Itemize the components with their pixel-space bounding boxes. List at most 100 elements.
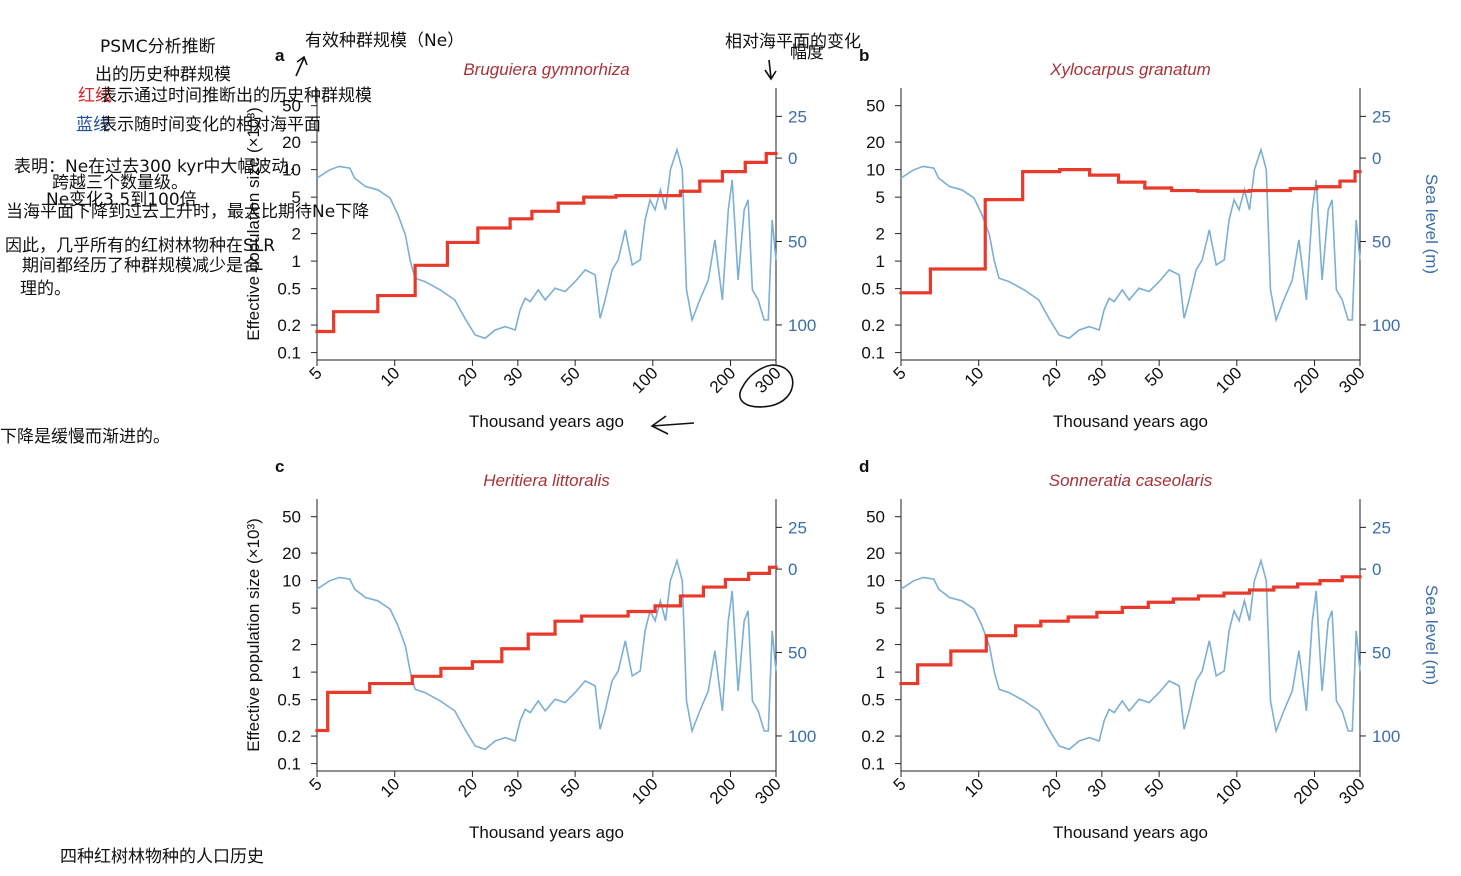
y-tick-label: 20 (282, 133, 301, 152)
x-tick-label: 50 (1141, 774, 1168, 801)
x-axis-label: Thousand years ago (469, 823, 624, 842)
y2-tick-label: 0 (1372, 149, 1381, 168)
x-tick-label: 300 (751, 774, 784, 807)
x-axis-label: Thousand years ago (1053, 823, 1208, 842)
y-tick-label: 2 (292, 225, 301, 244)
x-tick-label: 100 (628, 774, 661, 807)
y-tick-label: 0.2 (277, 727, 301, 746)
y-tick-label: 2 (876, 636, 885, 655)
y-tick-label: 20 (866, 133, 885, 152)
y-tick-label: 5 (876, 188, 885, 207)
y2-tick-label: 0 (1372, 560, 1381, 579)
y2-tick-label: 100 (1372, 316, 1400, 335)
handwritten-note: 因此，几乎所有的红树林物种在SLR (5, 236, 275, 256)
y-tick-label: 5 (292, 599, 301, 618)
y2-tick-label: 0 (788, 149, 797, 168)
y-tick-label: 0.1 (861, 755, 885, 774)
x-tick-label: 300 (1335, 363, 1368, 396)
y2-tick-label: 50 (788, 644, 807, 663)
x-tick-label: 200 (706, 774, 739, 807)
y2-tick-label: 25 (1372, 518, 1391, 537)
x-axis-label: Thousand years ago (469, 412, 624, 431)
chart-title: Sonneratia caseolaris (1049, 471, 1213, 490)
x-tick-label: 100 (1212, 363, 1245, 396)
y-tick-label: 20 (866, 544, 885, 563)
y-tick-label: 0.2 (277, 316, 301, 335)
x-tick-label: 100 (628, 363, 661, 396)
arrow (650, 415, 695, 435)
y2-tick-label: 0 (788, 560, 797, 579)
handwritten-note: 期间都经历了种群规模减少是合 (22, 256, 260, 276)
y-tick-label: 2 (876, 225, 885, 244)
sea-level-line (316, 146, 777, 340)
x-tick-label: 5 (890, 363, 910, 383)
circle (739, 364, 794, 408)
arrow (764, 59, 777, 81)
x-axis-label: Thousand years ago (1053, 412, 1208, 431)
y-tick-label: 50 (282, 508, 301, 527)
y-tick-label: 0.1 (861, 344, 885, 363)
handwritten-note: 理的。 (20, 279, 71, 299)
x-tick-label: 10 (961, 774, 988, 801)
handwritten-note: 红线 (78, 86, 112, 106)
y-axis-label: Effective population size (×10³) (244, 107, 263, 341)
handwritten-marks (295, 55, 794, 435)
y2-tick-label: 100 (788, 727, 816, 746)
y-axis-label: Effective population size (×10³) (244, 518, 263, 752)
y2-tick-label: 100 (1372, 727, 1400, 746)
handwritten-note: 当海平面下降到过去上升时，最大比期待Ne下降 (6, 202, 369, 222)
x-tick-label: 200 (1290, 363, 1323, 396)
handwritten-note: 相对海平面的变化 (725, 32, 861, 52)
handwritten-note: PSMC分析推断 (100, 37, 216, 57)
y2-axis-label: Sea level (m) (1422, 585, 1441, 685)
x-tick-label: 100 (1212, 774, 1245, 807)
y-tick-label: 0.2 (861, 727, 885, 746)
y-tick-label: 0.5 (277, 280, 301, 299)
x-tick-label: 300 (751, 363, 784, 396)
y-tick-label: 0.2 (861, 316, 885, 335)
handwritten-note: 幅度 (790, 43, 824, 63)
handwritten-note: 表示通过时间推断出的历史种群规模 (100, 86, 372, 106)
y2-tick-label: 100 (788, 316, 816, 335)
x-tick-label: 30 (500, 774, 527, 801)
y-tick-label: 1 (876, 663, 885, 682)
y-tick-label: 1 (876, 252, 885, 271)
y-tick-label: 5 (292, 188, 301, 207)
y2-tick-label: 50 (1372, 644, 1391, 663)
y-tick-label: 2 (292, 636, 301, 655)
x-tick-label: 50 (1141, 363, 1168, 390)
y-tick-label: 5 (876, 599, 885, 618)
panel-label: c (275, 457, 284, 476)
y-tick-label: 1 (292, 252, 301, 271)
y-tick-label: 0.1 (277, 755, 301, 774)
sea-level-line (900, 557, 1361, 751)
panel-label: b (859, 46, 869, 65)
x-tick-label: 20 (1038, 774, 1065, 801)
y-tick-label: 50 (866, 508, 885, 527)
handwritten-note: 出的历史种群规模 (95, 65, 231, 85)
y-tick-label: 10 (866, 572, 885, 591)
y-tick-label: 0.5 (861, 280, 885, 299)
y-tick-label: 10 (282, 161, 301, 180)
x-tick-label: 50 (557, 774, 584, 801)
x-tick-label: 5 (890, 774, 910, 794)
y-tick-label: 50 (282, 97, 301, 116)
x-tick-label: 20 (1038, 363, 1065, 390)
y-tick-label: 50 (866, 97, 885, 116)
handwritten-note: 下降是缓慢而渐进的。 (0, 426, 170, 447)
y-tick-label: 0.1 (277, 344, 301, 363)
handwritten-note: 四种红树林物种的人口历史 (60, 847, 264, 867)
y2-tick-label: 25 (788, 518, 807, 537)
x-tick-label: 10 (377, 774, 404, 801)
handwritten-note: 表明：Ne在过去300 kyr中大幅波动， (14, 157, 305, 177)
sea-level-line (900, 146, 1361, 340)
x-tick-label: 200 (1290, 774, 1323, 807)
x-tick-label: 30 (1084, 363, 1111, 390)
y2-tick-label: 25 (1372, 107, 1391, 126)
chart-title: Heritiera littoralis (483, 471, 610, 490)
